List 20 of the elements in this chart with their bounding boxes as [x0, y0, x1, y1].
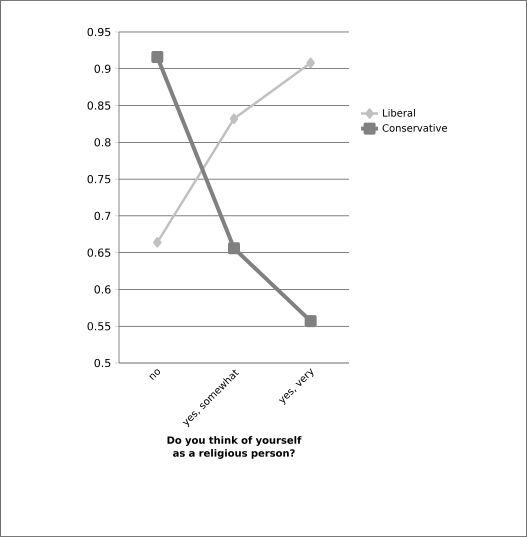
- y-tick-label: 0.8: [94, 138, 110, 146]
- y-tick-label: 0.9: [94, 64, 110, 73]
- x-axis-title: Do you think of yourself as a religious person?: [168, 436, 302, 459]
- point: [153, 237, 162, 248]
- y-tick-label: 0.55: [88, 322, 110, 330]
- legend-label: Conservative: [382, 124, 448, 132]
- point: [306, 58, 315, 68]
- y-tick-label: 0.6: [94, 285, 111, 294]
- y-tick-label: 0.75: [88, 174, 110, 184]
- legend-label: Liberal: [383, 108, 415, 117]
- y-tick-label: 0.85: [88, 101, 110, 110]
- y-tick-label: 0.5: [94, 358, 110, 368]
- y-tick-label: 0.7: [94, 212, 110, 220]
- point: [228, 242, 240, 254]
- y-tick-label: 0.95: [88, 28, 110, 36]
- point: [304, 315, 317, 328]
- x-tick-label: no: [149, 369, 160, 380]
- y-tick-label: 0.65: [88, 248, 110, 257]
- point: [230, 114, 238, 124]
- point: [151, 51, 164, 64]
